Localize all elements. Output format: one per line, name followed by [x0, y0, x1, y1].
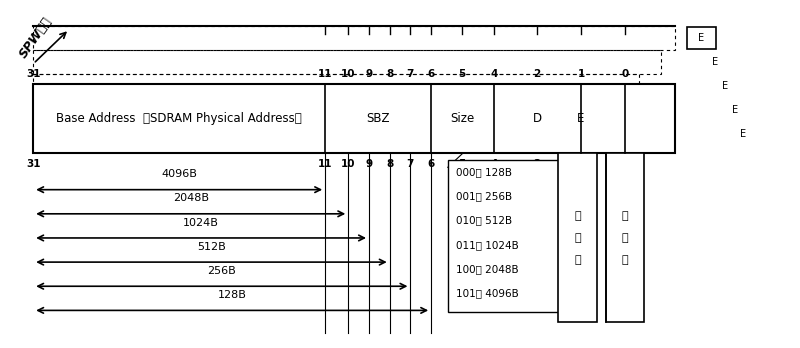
Text: 能: 能 — [622, 233, 628, 243]
Text: 0: 0 — [621, 69, 629, 79]
Text: 8: 8 — [386, 69, 394, 79]
Text: 101： 4096B: 101： 4096B — [456, 288, 518, 298]
FancyBboxPatch shape — [448, 160, 575, 312]
Text: 011： 1024B: 011： 1024B — [456, 240, 518, 250]
Text: 位: 位 — [622, 211, 628, 221]
Text: 512B: 512B — [197, 242, 226, 252]
Text: 2: 2 — [534, 159, 541, 169]
Text: 10: 10 — [341, 69, 355, 79]
Text: 010： 512B: 010： 512B — [456, 215, 512, 226]
Text: 4: 4 — [490, 159, 498, 169]
Text: 11: 11 — [318, 159, 332, 169]
Text: 使: 使 — [622, 255, 628, 265]
Text: 31: 31 — [26, 159, 41, 169]
Text: 128B: 128B — [218, 290, 246, 300]
Text: E: E — [712, 57, 718, 67]
Text: 11: 11 — [318, 69, 332, 79]
Text: 000： 128B: 000： 128B — [456, 167, 512, 177]
Text: 4: 4 — [490, 69, 498, 79]
Text: E: E — [698, 33, 705, 43]
Text: 9: 9 — [366, 69, 373, 79]
Text: 脏: 脏 — [574, 233, 581, 243]
Text: 7: 7 — [406, 159, 414, 169]
Text: 1024B: 1024B — [183, 218, 219, 228]
FancyBboxPatch shape — [558, 153, 597, 323]
Text: 31: 31 — [26, 69, 41, 79]
Text: 9: 9 — [366, 159, 373, 169]
Text: 256B: 256B — [207, 266, 236, 276]
Text: 4096B: 4096B — [162, 169, 197, 179]
Text: 0: 0 — [621, 159, 629, 169]
Text: 001： 256B: 001： 256B — [456, 191, 512, 201]
Text: 1: 1 — [578, 69, 585, 79]
Text: E: E — [722, 81, 728, 91]
Text: 5: 5 — [458, 69, 466, 79]
Text: 100： 2048B: 100： 2048B — [456, 264, 518, 274]
Text: 2048B: 2048B — [173, 193, 209, 204]
Text: 8: 8 — [386, 159, 394, 169]
Text: 6: 6 — [427, 69, 434, 79]
Text: SBZ: SBZ — [366, 112, 390, 126]
Text: SPW容量: SPW容量 — [18, 15, 55, 60]
Text: 6: 6 — [427, 159, 434, 169]
Text: 10: 10 — [341, 159, 355, 169]
Text: 1: 1 — [578, 159, 585, 169]
Text: 位: 位 — [574, 211, 581, 221]
Text: 5: 5 — [458, 159, 466, 169]
Text: E: E — [740, 129, 746, 140]
Text: D: D — [533, 112, 542, 126]
Text: 2: 2 — [534, 69, 541, 79]
FancyBboxPatch shape — [606, 153, 644, 323]
Text: Base Address  （SDRAM Physical Address）: Base Address （SDRAM Physical Address） — [56, 112, 302, 126]
Text: E: E — [732, 105, 738, 115]
Text: 写: 写 — [574, 255, 581, 265]
FancyBboxPatch shape — [34, 85, 675, 153]
Text: 7: 7 — [406, 69, 414, 79]
Text: E: E — [578, 112, 585, 126]
Text: Size: Size — [450, 112, 474, 126]
